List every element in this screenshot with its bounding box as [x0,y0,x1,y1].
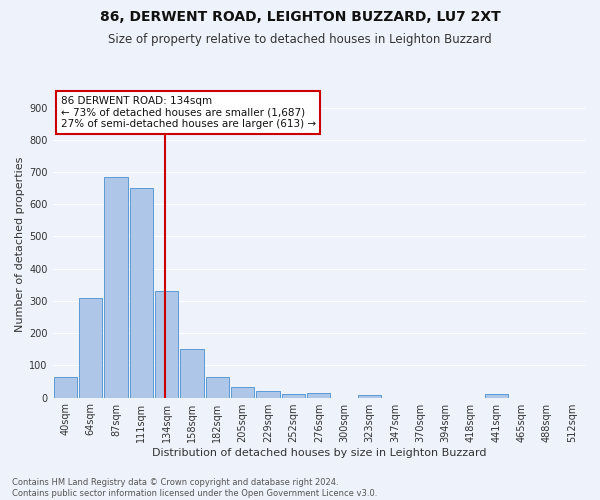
Bar [307,393,331,398]
Bar [282,394,305,398]
Y-axis label: Number of detached properties: Number of detached properties [15,157,25,332]
Bar [155,292,178,398]
Text: Size of property relative to detached houses in Leighton Buzzard: Size of property relative to detached ho… [108,32,492,46]
Bar [130,188,153,398]
Text: Contains HM Land Registry data © Crown copyright and database right 2024.
Contai: Contains HM Land Registry data © Crown c… [12,478,377,498]
Bar [79,298,102,398]
Bar [231,388,254,398]
Bar [485,394,508,398]
Bar [53,376,77,398]
Bar [256,391,280,398]
Text: 86, DERWENT ROAD, LEIGHTON BUZZARD, LU7 2XT: 86, DERWENT ROAD, LEIGHTON BUZZARD, LU7 … [100,10,500,24]
Text: 86 DERWENT ROAD: 134sqm
← 73% of detached houses are smaller (1,687)
27% of semi: 86 DERWENT ROAD: 134sqm ← 73% of detache… [61,96,316,130]
Bar [104,177,128,398]
Bar [358,395,381,398]
X-axis label: Distribution of detached houses by size in Leighton Buzzard: Distribution of detached houses by size … [152,448,486,458]
Bar [181,350,203,398]
Bar [206,376,229,398]
